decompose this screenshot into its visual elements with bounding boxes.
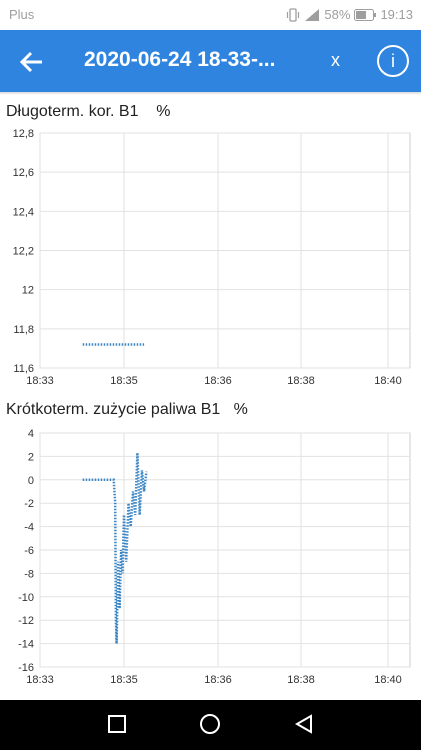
chart-1-unit: % — [156, 103, 171, 120]
y-tick-label: 12,6 — [13, 167, 34, 179]
y-tick-label: -4 — [24, 522, 34, 534]
close-button[interactable]: x — [331, 50, 340, 70]
y-tick-label: 12,4 — [13, 206, 34, 218]
x-tick-label: 18:33 — [26, 674, 54, 686]
vibrate-icon — [287, 7, 300, 22]
page-title: 2020-06-24 18-33-... — [84, 48, 276, 71]
y-tick-label: -10 — [18, 592, 34, 604]
appbar-shadow — [0, 92, 421, 95]
chart-1: 12,8 12,6 12,4 12,2 12 11,8 11,618:33 18:35 18:3… — [13, 128, 411, 387]
x-tick-label: 18:38 — [287, 674, 315, 686]
home-icon[interactable] — [199, 713, 221, 735]
carrier-name: Plus — [9, 7, 35, 22]
back-nav-icon[interactable] — [294, 714, 314, 734]
y-tick-label: 12,2 — [13, 246, 34, 258]
x-tick-label: 18:35 — [110, 674, 138, 686]
y-tick-label: 11,6 — [13, 363, 34, 375]
signal-icon — [305, 8, 320, 21]
y-tick-label: 12,8 — [13, 128, 34, 140]
chart-1-title-text: Długoterm. kor. B1 — [6, 103, 139, 120]
x-tick-label: 18:33 — [26, 375, 54, 387]
y-tick-label: 12 — [22, 285, 34, 297]
status-bar: Plus 58% 19:13 — [0, 0, 421, 30]
back-arrow-icon[interactable] — [18, 48, 46, 76]
y-tick-label: -12 — [18, 615, 34, 627]
chart-2-title: Krótkoterm. zużycie paliwa B1 % — [6, 401, 248, 419]
chart-2-title-text: Krótkoterm. zużycie paliwa B1 — [6, 401, 221, 418]
y-tick-label: -16 — [18, 662, 34, 674]
status-icons: 58% 19:13 — [286, 7, 413, 22]
y-tick-label: -14 — [18, 639, 34, 651]
series-line — [82, 452, 148, 644]
chart-2-unit: % — [233, 401, 248, 418]
battery-percent: 58% — [324, 7, 351, 22]
navigation-bar — [0, 700, 421, 750]
x-tick-label: 18:38 — [287, 375, 315, 387]
x-tick-label: 18:36 — [204, 674, 232, 686]
app-bar: 2020-06-24 18-33-... x i — [0, 30, 421, 92]
y-tick-label: 11,8 — [13, 324, 34, 336]
clock: 19:13 — [380, 7, 413, 22]
x-tick-label: 18:36 — [204, 375, 232, 387]
info-button[interactable]: i — [377, 45, 409, 77]
y-tick-label: 2 — [28, 451, 34, 463]
x-tick-label: 18:35 — [110, 375, 138, 387]
x-tick-label: 18:40 — [374, 375, 402, 387]
x-tick-label: 18:40 — [374, 674, 402, 686]
y-tick-label: -6 — [24, 545, 34, 557]
y-tick-label: -2 — [24, 498, 34, 510]
y-tick-label: -8 — [24, 568, 34, 580]
recent-apps-icon[interactable] — [107, 714, 127, 734]
chart-1-title: Długoterm. kor. B1 % — [6, 103, 171, 121]
battery-icon — [354, 8, 377, 21]
y-tick-label: 4 — [28, 428, 34, 440]
y-tick-label: 0 — [28, 475, 34, 487]
